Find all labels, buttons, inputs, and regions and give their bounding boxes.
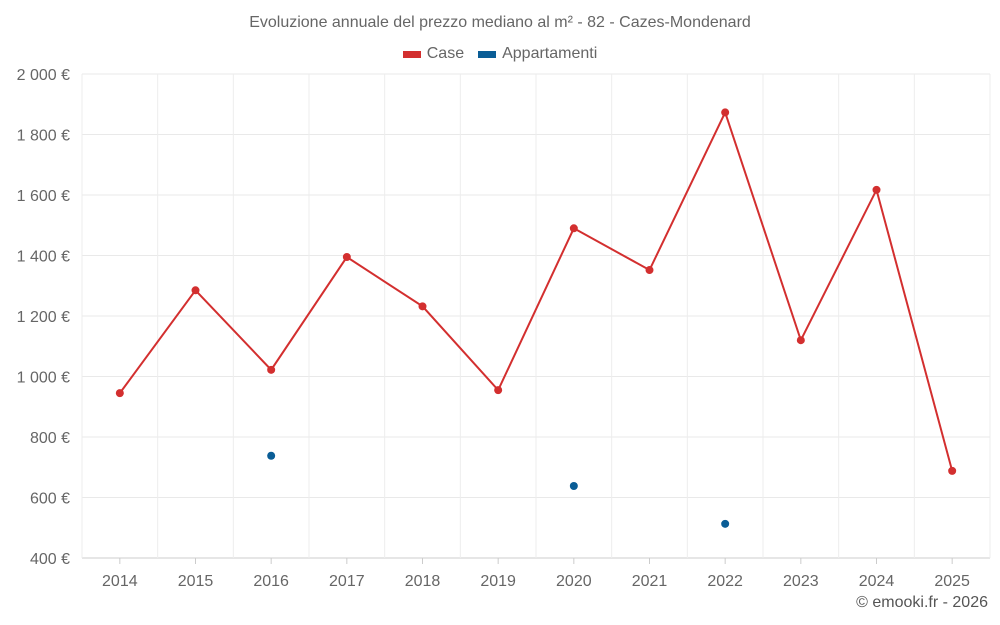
x-tick-label: 2024 bbox=[859, 573, 895, 590]
series-layer bbox=[115, 108, 957, 528]
data-point[interactable] bbox=[267, 365, 276, 374]
y-tick-label: 600 € bbox=[30, 491, 70, 508]
data-point[interactable] bbox=[796, 336, 805, 345]
data-point[interactable] bbox=[721, 108, 730, 117]
y-tick-label: 400 € bbox=[30, 551, 70, 568]
y-tick-label: 1 200 € bbox=[17, 309, 70, 326]
y-tick-label: 2 000 € bbox=[17, 67, 70, 84]
legend-swatch-case bbox=[402, 50, 421, 58]
legend-item-case[interactable]: Case bbox=[402, 45, 465, 63]
x-axis: 2014 2015 2016 2017 2018 2019 2020 2021 2022 2023… bbox=[102, 558, 970, 590]
series-line bbox=[119, 109, 954, 472]
x-tick-label: 2021 bbox=[632, 573, 668, 590]
data-point[interactable] bbox=[191, 286, 200, 295]
x-tick-label: 2014 bbox=[102, 573, 138, 590]
data-point[interactable] bbox=[494, 386, 503, 395]
data-point[interactable] bbox=[948, 466, 957, 475]
data-point[interactable] bbox=[872, 185, 881, 194]
y-axis: 400 € 600 € 800 € 1 000 € 1 200 € 1 400 € 1 60… bbox=[17, 67, 70, 568]
y-tick-label: 1 800 € bbox=[17, 128, 70, 145]
legend: Case Appartamenti bbox=[0, 45, 1000, 63]
data-point[interactable] bbox=[569, 224, 578, 233]
data-point[interactable] bbox=[418, 302, 427, 311]
data-point[interactable] bbox=[645, 266, 654, 275]
x-tick-label: 2020 bbox=[556, 573, 592, 590]
x-tick-label: 2018 bbox=[405, 573, 441, 590]
series-appartamenti bbox=[267, 451, 730, 528]
x-tick-label: 2025 bbox=[934, 573, 970, 590]
series-case bbox=[115, 108, 957, 475]
legend-swatch-appartamenti bbox=[478, 50, 497, 58]
x-tick-label: 2017 bbox=[329, 573, 365, 590]
chart-title: Evoluzione annuale del prezzo mediano al… bbox=[249, 14, 751, 31]
data-point[interactable] bbox=[721, 519, 730, 528]
y-tick-label: 800 € bbox=[30, 430, 70, 447]
data-point[interactable] bbox=[569, 482, 578, 491]
x-tick-label: 2019 bbox=[480, 573, 516, 590]
credit-text: © emooki.fr - 2026 bbox=[856, 594, 988, 611]
x-tick-label: 2023 bbox=[783, 573, 819, 590]
x-tick-label: 2016 bbox=[253, 573, 289, 590]
data-point[interactable] bbox=[267, 451, 276, 460]
legend-item-appartamenti[interactable]: Appartamenti bbox=[478, 45, 597, 63]
y-tick-label: 1 400 € bbox=[17, 249, 70, 266]
data-point[interactable] bbox=[115, 389, 124, 398]
x-tick-label: 2015 bbox=[178, 573, 214, 590]
y-tick-label: 1 000 € bbox=[17, 370, 70, 387]
x-tick-label: 2022 bbox=[707, 573, 743, 590]
y-tick-label: 1 600 € bbox=[17, 188, 70, 205]
data-point[interactable] bbox=[342, 253, 351, 262]
grid-lines bbox=[81, 73, 991, 559]
legend-label-case: Case bbox=[426, 45, 465, 62]
legend-label-appartamenti: Appartamenti bbox=[502, 45, 598, 62]
